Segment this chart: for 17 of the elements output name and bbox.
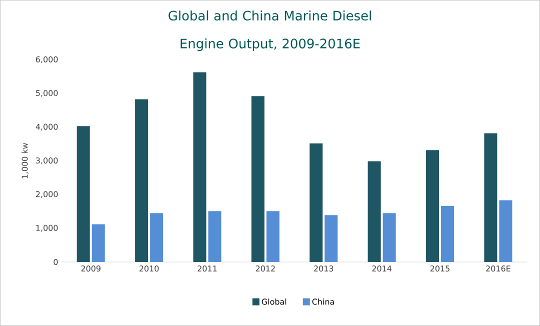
bar xyxy=(484,133,498,262)
chart-title: Global and China Marine Diesel Engine Output, 2009-2016E xyxy=(168,10,371,52)
bar xyxy=(382,213,396,262)
bar xyxy=(135,99,148,262)
bar xyxy=(310,143,323,262)
bar xyxy=(92,224,105,262)
bar xyxy=(150,213,164,262)
bar xyxy=(76,126,90,262)
bar xyxy=(499,200,512,262)
bar xyxy=(441,206,454,262)
bar xyxy=(324,215,338,262)
bar xyxy=(266,211,280,262)
bar xyxy=(251,96,264,262)
bar xyxy=(368,161,381,262)
bar xyxy=(193,72,206,262)
bar xyxy=(208,211,222,262)
bar xyxy=(426,150,440,262)
